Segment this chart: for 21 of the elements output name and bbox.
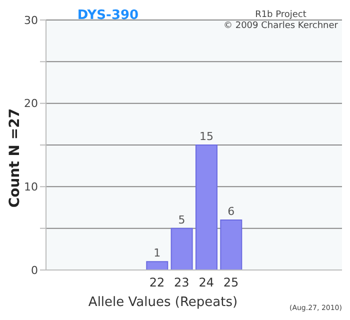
y-tick-label: 30	[24, 14, 38, 27]
y-tick-label: 10	[24, 180, 38, 194]
x-tick-label: 22	[149, 276, 165, 290]
annotation: © 2009 Charles Kerchner	[223, 21, 338, 32]
y-tick-label: 20	[24, 97, 38, 110]
bar	[195, 144, 218, 270]
data-label: 6	[228, 205, 235, 218]
chart-title: DYS-390	[77, 8, 139, 23]
bar	[170, 228, 193, 270]
y-axis-title: Count N =27	[7, 108, 23, 208]
bar	[220, 220, 242, 270]
x-tick-label: 23	[174, 276, 190, 290]
x-tick-label: 25	[223, 276, 239, 290]
text: R1b Project	[254, 10, 308, 21]
y-tick-label: 0	[31, 264, 38, 277]
bar	[146, 261, 168, 270]
data-label: 15	[199, 130, 214, 143]
data-label: 1	[154, 246, 161, 260]
x-tick-label: 24	[198, 276, 214, 290]
data-label: 5	[178, 213, 186, 226]
x-axis-title: Allele Values (Repeats)	[87, 295, 239, 310]
